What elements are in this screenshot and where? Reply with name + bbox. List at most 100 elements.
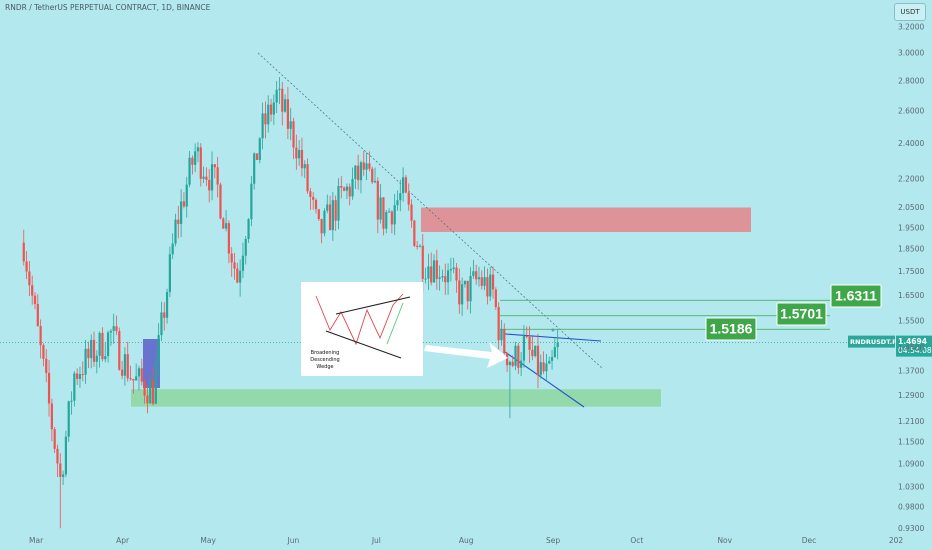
candle-body	[461, 284, 464, 305]
candle-body	[295, 147, 298, 159]
candle-body	[56, 448, 59, 464]
candle-body	[323, 210, 326, 234]
target-1-box[interactable]: 1.5186	[705, 317, 757, 341]
candle-body	[253, 153, 256, 184]
candle-body	[508, 361, 511, 366]
y-tick-label: 2.4000	[898, 139, 924, 148]
candle-body	[28, 271, 31, 286]
candle-body	[475, 271, 478, 280]
candle-body	[112, 326, 115, 331]
candle-body	[123, 354, 127, 376]
candle-body	[216, 167, 219, 185]
candle-body	[500, 329, 503, 341]
candle-body	[399, 193, 402, 201]
y-tick-label: 1.8500	[898, 245, 924, 254]
x-tick-label: Oct	[630, 536, 643, 545]
candle-body	[390, 211, 393, 225]
candle-body	[387, 211, 391, 213]
currency-button[interactable]: USDT	[894, 3, 926, 21]
candle-body	[160, 312, 163, 336]
candle-body	[289, 121, 292, 129]
candle-body	[191, 157, 194, 165]
candle-body	[227, 223, 230, 254]
candle-body	[314, 199, 318, 210]
target-1-rect	[705, 317, 757, 341]
candle-body	[224, 223, 228, 229]
candle-body	[121, 369, 124, 376]
x-tick-label: Apr	[116, 536, 130, 545]
candle-body	[427, 266, 430, 279]
candle-body	[312, 196, 315, 200]
candle-body	[45, 358, 48, 373]
candle-body	[368, 163, 371, 169]
support-zone	[131, 389, 661, 407]
candle-body	[241, 255, 245, 271]
candle-body	[283, 99, 287, 112]
candle-body	[441, 276, 444, 278]
candle-body	[151, 380, 155, 404]
current-price-value: 1.4694	[898, 337, 927, 346]
candle-body	[261, 113, 264, 139]
candle-body	[101, 332, 104, 360]
candle-body	[424, 278, 427, 280]
candle-body	[550, 357, 554, 361]
candle-body	[62, 474, 65, 477]
candle-body	[486, 277, 489, 297]
candle-body	[196, 147, 200, 152]
candle-body	[42, 345, 45, 359]
y-tick-label: 1.2900	[898, 391, 924, 400]
candle-body	[199, 147, 202, 179]
candle-body	[416, 245, 419, 247]
candle-body	[534, 345, 537, 357]
target-3-box[interactable]: 1.6311	[830, 284, 882, 308]
candle-body	[143, 381, 146, 396]
candle-body	[444, 276, 447, 283]
candle-body	[373, 180, 377, 183]
candle-body	[393, 205, 396, 225]
candle-body	[382, 197, 385, 229]
candle-body	[39, 326, 42, 346]
y-tick-label: 1.1500	[898, 438, 924, 447]
candle-body	[53, 429, 56, 449]
candle-body	[317, 209, 320, 220]
inset-upper-line	[335, 296, 411, 315]
candle-body	[446, 270, 450, 283]
candle-body	[244, 238, 247, 256]
candle-body	[213, 164, 216, 168]
target-1-label: 1.5186	[710, 321, 753, 337]
target-3-rect	[830, 284, 882, 308]
candle-body	[137, 368, 141, 377]
candle-body	[320, 219, 323, 234]
candle-body	[480, 277, 483, 286]
candle-body	[511, 361, 514, 366]
candle-body	[548, 360, 551, 364]
candle-body	[520, 360, 523, 368]
pointer-arrow	[424, 342, 508, 368]
y-tick-label: 0.9800	[898, 503, 924, 512]
candle-body	[463, 280, 467, 285]
candle-body	[78, 374, 82, 379]
inset-background	[301, 282, 423, 376]
candle-body	[233, 262, 236, 269]
y-tick-label: 2.2000	[898, 174, 924, 183]
candle-body	[421, 245, 424, 279]
x-tick-label: May	[200, 536, 216, 545]
candle-body	[531, 349, 534, 357]
candle-body	[396, 200, 399, 206]
candle-body	[149, 380, 152, 404]
candle-body	[250, 183, 253, 220]
candle-body	[22, 242, 25, 262]
candle-body	[477, 277, 481, 280]
target-2-box[interactable]: 1.5701	[776, 302, 827, 326]
candle-body	[376, 180, 379, 220]
candle-body	[106, 332, 110, 357]
y-tick-label: 1.5500	[898, 316, 924, 325]
y-tick-label: 1.0300	[898, 482, 924, 491]
candle-body	[483, 277, 486, 286]
candle-body	[188, 157, 191, 185]
candle-body	[472, 271, 475, 276]
y-tick-label: 0.9300	[898, 524, 924, 533]
x-tick-label: Jun	[287, 536, 300, 545]
